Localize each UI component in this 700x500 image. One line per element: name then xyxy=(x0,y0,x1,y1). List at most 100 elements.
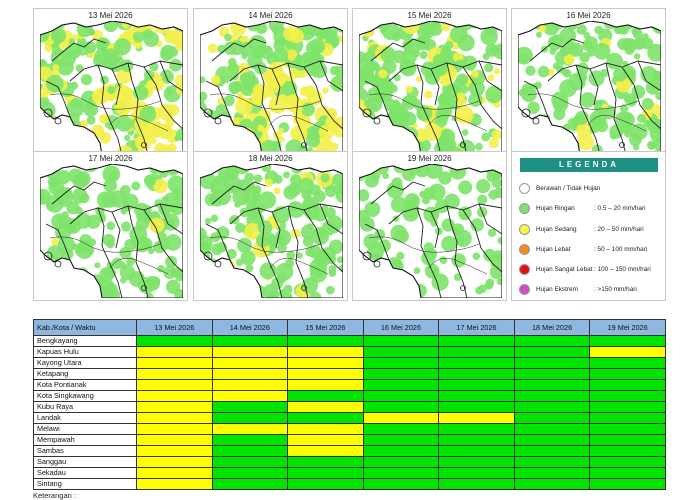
island-outline xyxy=(362,251,372,261)
header-date: 19 Mei 2026 xyxy=(589,319,666,336)
legend-panel: LEGENDA Berawan / Tidak Hujan Hujan Ring… xyxy=(511,151,666,301)
light-rain-area xyxy=(302,196,320,214)
light-rain-area xyxy=(148,248,155,255)
moderate-rain-area xyxy=(286,49,298,61)
moderate-rain-area xyxy=(153,178,168,194)
moderate-rain-area xyxy=(264,178,273,188)
district-border xyxy=(271,211,281,249)
light-rain-area xyxy=(373,64,381,71)
region-name: Landak xyxy=(33,412,137,424)
table-row: Sintang xyxy=(33,478,666,490)
moderate-rain-area xyxy=(175,86,183,95)
island-outline xyxy=(301,142,307,148)
moderate-rain-area xyxy=(200,118,208,131)
forecast-cell xyxy=(589,368,666,380)
district-border xyxy=(388,60,502,82)
light-rain-area xyxy=(394,290,410,298)
light-rain-area xyxy=(393,74,401,82)
forecast-cell xyxy=(211,434,289,446)
light-rain-area xyxy=(472,252,481,261)
light-rain-area xyxy=(390,224,408,242)
light-rain-area xyxy=(389,84,398,93)
light-rain-area xyxy=(632,143,640,151)
light-rain-area xyxy=(653,137,661,151)
region-name: Kapuas Hulu xyxy=(33,346,137,358)
river-line xyxy=(269,258,329,275)
light-rain-area xyxy=(376,282,388,293)
light-rain-area xyxy=(455,59,465,69)
light-rain-area xyxy=(619,104,629,113)
light-rain-area xyxy=(580,92,596,108)
district-border xyxy=(462,66,502,130)
light-rain-area xyxy=(157,265,165,273)
light-rain-area xyxy=(169,58,183,72)
forecast-cell xyxy=(136,335,213,347)
light-rain-area xyxy=(595,99,602,106)
light-rain-area xyxy=(102,233,115,246)
light-rain-area xyxy=(311,62,328,79)
light-rain-area xyxy=(631,27,640,36)
district-border xyxy=(621,66,661,130)
light-rain-area xyxy=(306,223,314,231)
island-outline xyxy=(54,260,62,268)
legend-swatch xyxy=(519,224,530,235)
light-rain-area xyxy=(73,172,90,189)
district-border xyxy=(430,211,440,249)
legend-swatch xyxy=(519,264,530,275)
island-outline xyxy=(521,108,531,118)
light-rain-area xyxy=(200,122,212,138)
moderate-rain-area xyxy=(217,97,225,105)
light-rain-area xyxy=(75,41,90,56)
light-rain-area xyxy=(321,204,329,211)
forecast-cell xyxy=(136,412,213,424)
light-rain-area xyxy=(91,280,100,290)
light-rain-area xyxy=(100,75,109,85)
island-outline xyxy=(43,108,53,118)
footer-note: Keterangan : xyxy=(33,491,76,500)
moderate-rain-area xyxy=(252,84,264,95)
district-border xyxy=(287,205,309,298)
moderate-rain-area xyxy=(378,69,388,79)
light-rain-area xyxy=(458,180,473,195)
light-rain-area xyxy=(240,250,256,266)
forecast-cell xyxy=(211,379,289,391)
forecast-cell xyxy=(287,379,364,391)
moderate-rain-area xyxy=(252,95,263,106)
river-line xyxy=(428,115,488,132)
forecast-cell xyxy=(211,478,289,490)
legend-item-cloudy: Berawan / Tidak Hujan xyxy=(519,182,665,196)
light-rain-area xyxy=(399,132,410,144)
moderate-rain-area xyxy=(405,85,413,94)
light-rain-area xyxy=(296,252,303,259)
island-outline xyxy=(141,285,147,291)
island-outline xyxy=(460,142,466,148)
header-date: 15 Mei 2026 xyxy=(287,319,364,336)
light-rain-area xyxy=(609,124,624,139)
rainfall-map xyxy=(40,21,183,155)
light-rain-area xyxy=(518,127,528,141)
light-rain-area xyxy=(230,80,243,93)
light-rain-area xyxy=(576,62,589,75)
moderate-rain-area xyxy=(291,228,301,239)
forecast-cell xyxy=(589,456,666,468)
forecast-cell xyxy=(513,357,591,369)
district-border xyxy=(529,38,585,62)
light-rain-area xyxy=(630,123,648,141)
light-rain-area xyxy=(417,106,433,121)
forecast-cell xyxy=(589,412,666,424)
light-rain-area xyxy=(227,287,246,298)
moderate-rain-area xyxy=(65,136,79,150)
moderate-rain-area xyxy=(40,122,58,140)
light-rain-area xyxy=(66,99,85,117)
light-rain-area xyxy=(419,190,427,198)
light-rain-area xyxy=(382,22,400,41)
moderate-rain-area xyxy=(210,75,221,85)
moderate-rain-area xyxy=(283,26,299,42)
light-rain-area xyxy=(485,85,502,104)
moderate-rain-area xyxy=(56,119,68,130)
light-rain-area xyxy=(600,68,609,78)
light-rain-area xyxy=(200,282,210,295)
light-rain-area xyxy=(120,61,128,69)
light-rain-area xyxy=(66,201,80,215)
light-rain-area xyxy=(534,81,542,90)
